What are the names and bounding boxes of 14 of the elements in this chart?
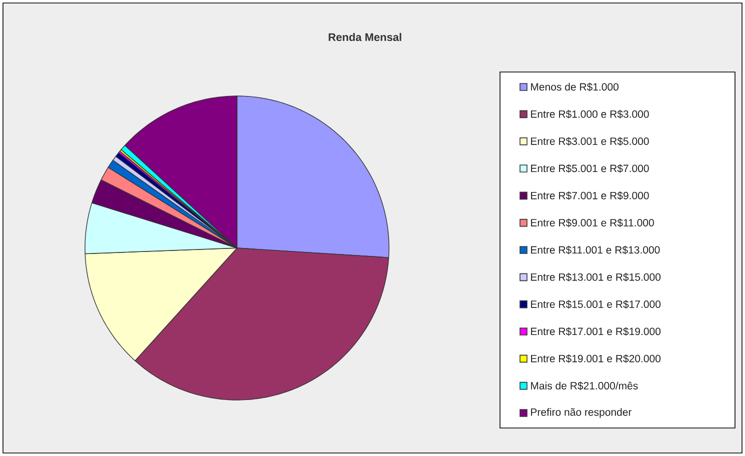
legend-label: Entre R$9.001 e R$11.000 — [531, 218, 654, 228]
legend-label: Entre R$13.001 e R$15.000 — [531, 272, 661, 282]
legend-label: Entre R$17.001 e R$19.000 — [531, 327, 661, 336]
legend-label: Prefiro não responder — [531, 408, 632, 418]
legend-label: Menos de R$1.000 — [531, 82, 618, 92]
chart-title: Renda Mensal — [328, 32, 402, 42]
legend-label: Entre R$5.001 e R$7.000 — [531, 164, 649, 173]
legend-label: Mais de R$21.000/mês — [531, 382, 638, 390]
legend-label: Entre R$1.000 e R$3.000 — [531, 110, 649, 118]
legend-label: Entre R$19.001 e R$20.000 — [531, 354, 661, 363]
legend-label: Entre R$7.001 e R$9.000 — [531, 191, 649, 200]
legend-label: Entre R$15.001 e R$17.000 — [531, 300, 661, 309]
legend-label: Entre R$3.001 e R$5.000 — [531, 137, 649, 146]
legend-label: Entre R$11.001 e R$13.000 — [531, 246, 660, 254]
